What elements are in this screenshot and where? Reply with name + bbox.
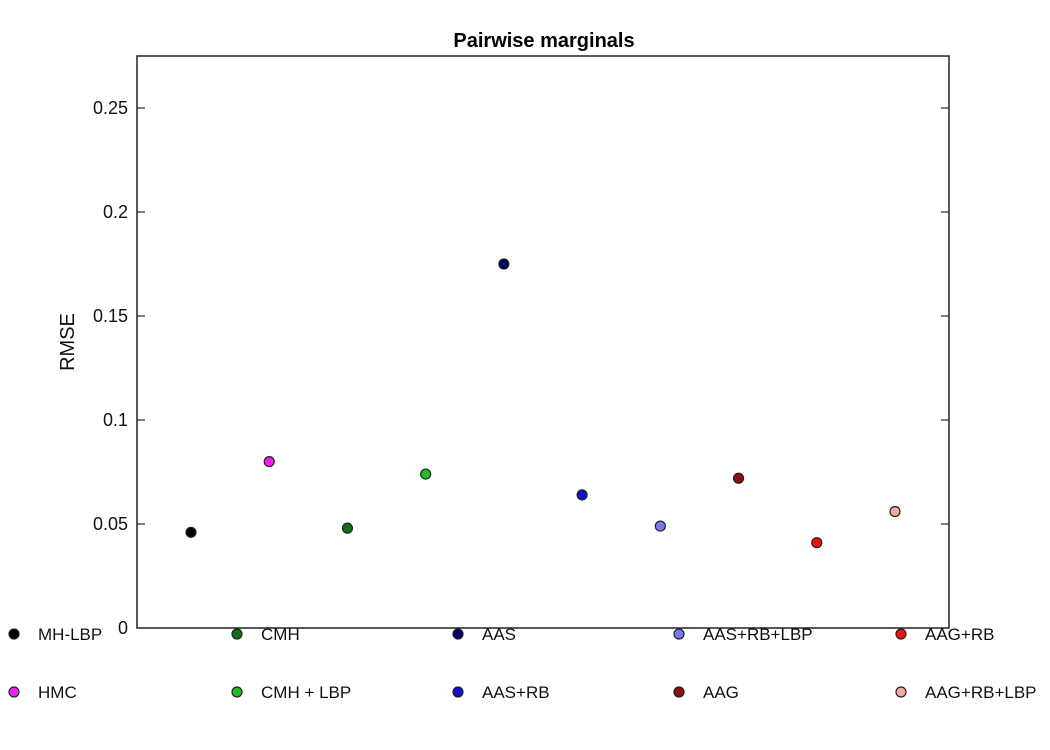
point-cmh <box>341 522 354 534</box>
y-tick-label-1: 0.05 <box>93 514 128 534</box>
legend-marker-cmh <box>231 628 243 640</box>
data-points <box>185 258 901 549</box>
legend-label-cmh-lbp: CMH + LBP <box>261 683 351 702</box>
y-tick-label-4: 0.2 <box>103 202 128 222</box>
y-axis-label: RMSE <box>57 313 79 371</box>
legend-marker-aas <box>452 628 464 640</box>
point-aas-rb <box>576 489 588 501</box>
point-aag <box>732 472 745 484</box>
legend-label-cmh: CMH <box>261 625 300 644</box>
point-aag-rb-lbp <box>889 505 901 518</box>
point-cmh-lbp <box>420 468 432 480</box>
legend-marker-cmh-lbp <box>231 686 243 698</box>
chart-title: Pairwise marginals <box>453 30 634 52</box>
y-tick-label-3: 0.15 <box>93 306 128 326</box>
legend-marker-aas-rb-lbp <box>673 628 685 640</box>
legend: MH-LBP HMC CMH CMH + LBP AAS AAS+RB AAS+RB+LBP… <box>8 625 1037 702</box>
legend-label-aas: AAS <box>482 625 516 644</box>
legend-marker-aas-rb <box>452 686 464 698</box>
y-axis-ticks: 0 0.05 0.1 0.15 0.2 0.25 <box>93 98 949 638</box>
legend-label-hmc: HMC <box>38 683 77 702</box>
point-hmc <box>263 456 275 468</box>
legend-label-aas-rb: AAS+RB <box>482 683 550 702</box>
legend-label-mh-lbp: MH-LBP <box>38 625 102 644</box>
y-tick-label-2: 0.1 <box>103 410 128 430</box>
legend-label-aag-rb: AAG+RB <box>925 625 994 644</box>
point-aas-rb-lbp <box>654 520 666 532</box>
point-mh-lbp <box>185 526 197 538</box>
legend-marker-aag <box>673 686 685 698</box>
legend-label-aag-rb-lbp: AAG+RB+LBP <box>925 683 1037 702</box>
legend-marker-aag-rb <box>895 628 907 640</box>
legend-label-aag: AAG <box>703 683 739 702</box>
legend-marker-aag-rb-lbp <box>895 686 907 698</box>
y-tick-label-5: 0.25 <box>93 98 128 118</box>
plot-frame <box>136 55 950 629</box>
legend-marker-mh-lbp <box>8 628 20 640</box>
legend-marker-hmc <box>8 686 20 698</box>
point-aag-rb <box>811 537 823 549</box>
legend-label-aas-rb-lbp: AAS+RB+LBP <box>703 625 813 644</box>
point-aas <box>498 258 510 270</box>
y-tick-label-0: 0 <box>118 618 128 638</box>
